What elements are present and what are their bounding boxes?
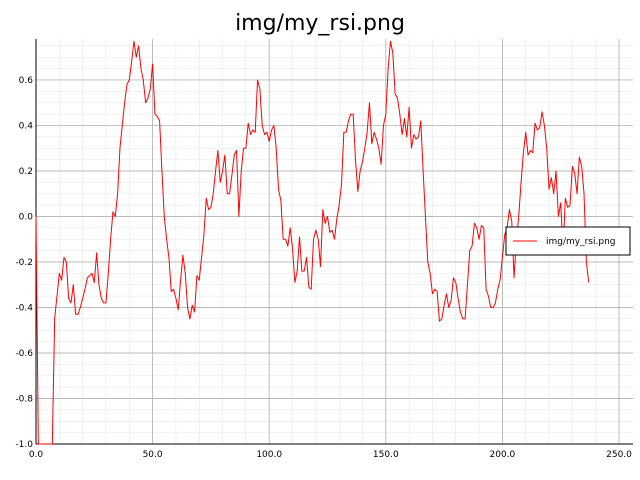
series-line — [35, 40, 590, 445]
x-tick-labels: 0.0 50.0 100.0 150.0 200.0 250.0 — [29, 450, 632, 460]
y-tick-label: -0.8 — [15, 394, 33, 404]
y-tick-label: 0.2 — [19, 167, 33, 177]
legend: img/my_rsi.png — [505, 226, 631, 256]
series-layer — [35, 40, 590, 445]
y-tick-label: -1.0 — [15, 440, 33, 450]
plot-area: 0.0 50.0 100.0 150.0 200.0 250.0 -1.0 -0.8 -0.6… — [15, 39, 633, 460]
legend-label: img/my_rsi.png — [546, 237, 616, 247]
x-tick-label: 250.0 — [606, 450, 632, 460]
y-tick-labels: -1.0 -0.8 -0.6 -0.4 -0.2 0.0 0.2 0.4 0.6 — [15, 76, 33, 450]
x-tick-label: 100.0 — [256, 450, 282, 460]
y-tick-label: 0.0 — [19, 212, 34, 222]
x-tick-label: 50.0 — [143, 450, 163, 460]
y-tick-label: -0.4 — [15, 303, 33, 313]
chart-title: img/my_rsi.png — [235, 11, 405, 36]
legend-box — [505, 226, 631, 256]
y-tick-label: 0.6 — [19, 76, 34, 86]
y-tick-label: -0.6 — [15, 349, 33, 359]
x-tick-label: 200.0 — [490, 450, 516, 460]
x-tick-label: 150.0 — [373, 450, 399, 460]
y-tick-label: -0.2 — [15, 258, 33, 268]
y-tick-label: 0.4 — [19, 121, 34, 131]
x-tick-label: 0.0 — [29, 450, 44, 460]
